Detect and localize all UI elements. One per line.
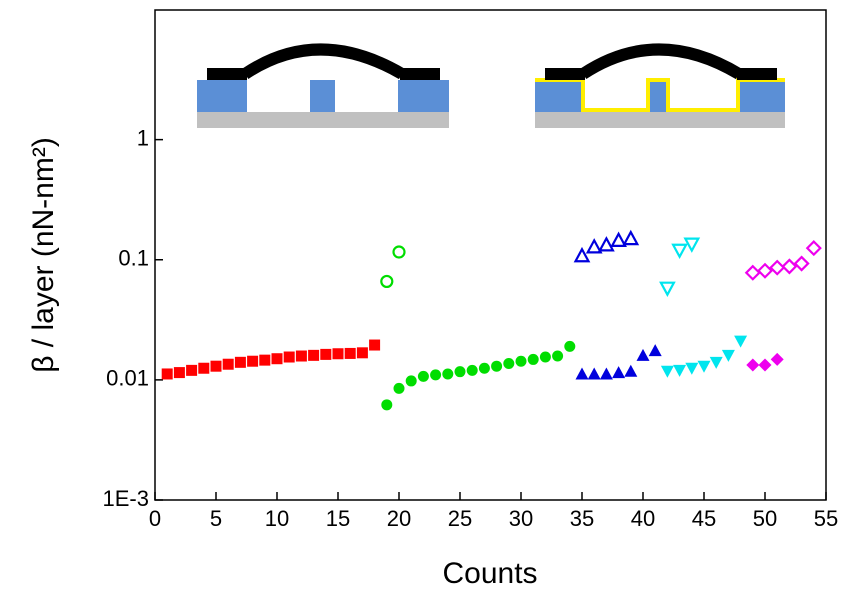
data-point — [612, 366, 626, 379]
data-point — [283, 351, 295, 363]
data-point — [721, 349, 735, 362]
data-point — [770, 352, 784, 366]
x-tick-label: 55 — [814, 506, 838, 531]
data-point — [393, 382, 405, 394]
data-point — [734, 335, 748, 348]
data-point — [356, 347, 368, 359]
data-point — [392, 245, 406, 259]
data-point — [564, 340, 576, 352]
data-point — [552, 350, 564, 362]
data-point — [478, 362, 490, 374]
data-point — [430, 369, 442, 381]
data-point — [573, 246, 591, 263]
data-point — [259, 354, 271, 366]
data-point — [805, 240, 822, 257]
data-point — [271, 353, 283, 365]
x-tick-label: 15 — [326, 506, 350, 531]
data-point — [332, 348, 344, 360]
x-tick-label: 0 — [149, 506, 161, 531]
data-point — [210, 360, 222, 372]
data-point — [320, 348, 332, 360]
x-tick-label: 25 — [448, 506, 472, 531]
data-point — [247, 355, 259, 367]
data-point — [781, 258, 798, 275]
data-point — [758, 358, 772, 372]
y-tick-label: 0.1 — [118, 246, 149, 271]
plot-frame — [154, 9, 827, 501]
data-point — [491, 360, 503, 372]
data-point — [624, 364, 638, 377]
data-point — [744, 264, 761, 281]
data-point — [308, 349, 320, 361]
data-point — [417, 370, 429, 382]
x-tick-label: 20 — [387, 506, 411, 531]
data-point — [709, 356, 723, 369]
data-point — [515, 355, 527, 367]
data-point — [380, 274, 394, 289]
data-point — [405, 375, 417, 387]
x-tick-label: 40 — [631, 506, 655, 531]
x-tick-label: 30 — [509, 506, 533, 531]
inset-left — [197, 43, 449, 128]
data-point — [610, 231, 627, 247]
data-point — [769, 259, 786, 276]
inset-right — [535, 43, 785, 128]
data-point — [454, 366, 466, 378]
y-axis-title: β / layer (nN-nm²) — [27, 137, 60, 373]
data-point — [599, 367, 613, 380]
data-point — [161, 368, 173, 380]
data-point — [575, 367, 589, 380]
x-tick-label: 10 — [265, 506, 289, 531]
data-point — [746, 358, 760, 372]
data-point — [222, 358, 234, 370]
x-tick-label: 45 — [692, 506, 716, 531]
data-point — [503, 357, 515, 369]
x-tick-label: 5 — [210, 506, 222, 531]
data-point — [660, 365, 674, 378]
x-axis-title: Counts — [442, 557, 537, 590]
data-point — [756, 262, 774, 279]
data-point — [539, 351, 551, 363]
data-point — [793, 255, 810, 272]
x-tick-label: 35 — [570, 506, 594, 531]
data-point — [198, 362, 210, 374]
data-point — [344, 347, 356, 359]
data-point — [369, 339, 381, 351]
data-point — [527, 353, 539, 365]
x-tick-label: 50 — [753, 506, 777, 531]
data-point — [598, 236, 615, 252]
y-tick-label: 1 — [137, 125, 149, 150]
data-point — [648, 344, 662, 357]
data-point — [673, 364, 687, 377]
data-point — [585, 238, 603, 254]
data-point — [622, 229, 640, 246]
data-point — [636, 348, 650, 361]
data-point — [671, 243, 688, 260]
data-point — [685, 362, 699, 375]
data-point — [659, 281, 676, 297]
data-point — [381, 399, 393, 411]
data-point — [234, 356, 246, 368]
data-point — [697, 360, 711, 373]
data-point — [295, 350, 307, 362]
y-tick-label: 0.01 — [106, 366, 149, 391]
data-point — [186, 364, 198, 376]
data-point — [442, 368, 454, 380]
data-point — [173, 367, 185, 379]
data-point — [587, 367, 601, 380]
data-point — [466, 364, 478, 376]
data-point — [683, 237, 701, 253]
y-tick-label: 1E-3 — [103, 486, 149, 511]
